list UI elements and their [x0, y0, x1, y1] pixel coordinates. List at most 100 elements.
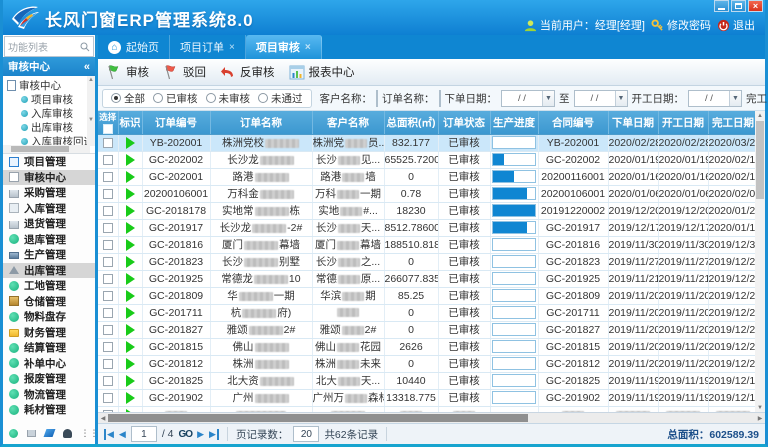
sidebar-item-入库管理[interactable]: 入库管理: [3, 201, 95, 217]
order-date-to-input[interactable]: / / ▼: [573, 89, 628, 107]
col-header[interactable]: 订单编号: [142, 111, 211, 135]
sidebar-item-审核中心[interactable]: 审核中心: [3, 169, 95, 185]
close-tab-icon[interactable]: ×: [229, 41, 235, 53]
table-row[interactable]: GC-201809 华一期 华滨期 85.25 已审核 GC-201809 20…: [98, 287, 765, 305]
col-header[interactable]: 完工日期: [708, 111, 759, 135]
row-checkbox[interactable]: [102, 239, 113, 250]
table-row[interactable]: GC-201827 雅颂 2# 雅颂 2# 0 已审核 GC-201827 2019…: [98, 321, 765, 339]
go-button[interactable]: GO: [178, 428, 194, 440]
tree-horizontal-scrollbar[interactable]: [3, 145, 90, 153]
row-checkbox[interactable]: [102, 410, 113, 412]
tab-起始页[interactable]: ⌂ 起始页: [98, 35, 170, 59]
row-checkbox[interactable]: [102, 375, 113, 386]
sidebar-item-工地管理[interactable]: 工地管理: [3, 278, 95, 294]
row-checkbox[interactable]: [102, 273, 113, 284]
sidebar-item-报废管理[interactable]: 报废管理: [3, 371, 95, 387]
row-checkbox[interactable]: [102, 392, 113, 403]
table-row[interactable]: GC-201825 北大资 北大 天... 10440 已审核 GC-201825…: [98, 372, 765, 390]
table-row[interactable]: GC-201812 株洲 株洲 未来 0 已审核 GC-201812 2019/1…: [98, 355, 765, 373]
table-row[interactable]: GC-201902 广州 广州万森林 13318.775 已审核 GC-2019…: [98, 389, 765, 407]
close-button[interactable]: ×: [748, 0, 763, 12]
tab-项目订单[interactable]: 项目订单 ×: [170, 35, 246, 59]
col-header[interactable]: 下单日期: [608, 111, 659, 135]
start-date-input[interactable]: / / ▼: [688, 89, 742, 107]
logout-button[interactable]: 退出: [717, 17, 755, 33]
row-checkbox[interactable]: [102, 324, 113, 335]
table-row[interactable]: GC-201711 杭府) 0 已审核 GC-201711 2019/11/20…: [98, 304, 765, 322]
row-checkbox[interactable]: [102, 188, 113, 199]
row-checkbox[interactable]: [102, 171, 113, 182]
sidebar-item-补单中心[interactable]: 补单中心: [3, 356, 95, 372]
sidebar-item-退货管理[interactable]: 退货管理: [3, 216, 95, 232]
col-header[interactable]: 总面积(㎡): [384, 111, 439, 135]
next-page-button[interactable]: ▶: [197, 428, 205, 439]
table-row[interactable]: GC-2018178 实地常栋 实地 #... 18230 已审核 2019122…: [98, 202, 765, 220]
row-checkbox[interactable]: [102, 358, 113, 369]
row-checkbox[interactable]: [102, 341, 113, 352]
maximize-button[interactable]: [731, 0, 746, 12]
tree-item-入库审核[interactable]: 入库审核: [7, 106, 95, 120]
sidebar-item-项目管理[interactable]: 项目管理: [3, 154, 95, 170]
sidebar-item-采购管理[interactable]: 采购管理: [3, 185, 95, 201]
customer-name-input[interactable]: [376, 89, 378, 107]
col-header[interactable]: 标识: [118, 111, 143, 135]
cart-icon[interactable]: [26, 429, 36, 437]
tree-vertical-scrollbar[interactable]: ▲ ▼: [87, 76, 95, 146]
collapse-sidebar-icon[interactable]: «: [83, 60, 90, 73]
col-header[interactable]: 订单状态: [438, 111, 491, 135]
function-search-input[interactable]: 功能列表: [4, 36, 94, 57]
order-date-from-input[interactable]: / / ▼: [501, 89, 555, 107]
horizontal-scrollbar[interactable]: ◀ ▶: [98, 413, 765, 423]
sidebar-item-物料盘存[interactable]: 物料盘存: [3, 309, 95, 325]
reject-button[interactable]: 驳回: [163, 64, 206, 80]
approve-button[interactable]: 审核: [106, 64, 149, 80]
minimize-button[interactable]: [714, 0, 729, 12]
col-header[interactable]: 开工日期: [658, 111, 709, 135]
sidebar-item-财务管理[interactable]: 财务管理: [3, 325, 95, 341]
dropdown-icon[interactable]: ▼: [542, 90, 554, 106]
row-checkbox[interactable]: [102, 154, 113, 165]
col-header[interactable]: 生产进度: [490, 111, 539, 135]
page-input[interactable]: 1: [130, 426, 157, 442]
radio-未审核[interactable]: 未审核: [205, 91, 250, 106]
table-row[interactable]: GC-201815 佛山 佛山 花园 2626 已审核 GC-201815 201…: [98, 338, 765, 356]
row-checkbox[interactable]: [102, 137, 113, 148]
vertical-scrollbar-thumb[interactable]: [756, 121, 764, 199]
dot-icon[interactable]: [8, 428, 18, 438]
col-header[interactable]: 客户名称: [312, 111, 385, 135]
tree-item-入库审核回退[interactable]: 入库审核回退: [7, 134, 95, 148]
swoosh-icon[interactable]: [43, 429, 55, 437]
row-checkbox[interactable]: [102, 290, 113, 301]
tree-root[interactable]: 审核中心: [7, 78, 95, 92]
row-checkbox[interactable]: [102, 205, 113, 216]
col-header[interactable]: 选择: [98, 111, 119, 135]
table-row[interactable]: GC-202002 长沙龙 长沙见... 65525.7200... 已审核 G…: [98, 151, 765, 169]
sidebar-item-退库管理[interactable]: 退库管理: [3, 232, 95, 248]
table-row[interactable]: [98, 406, 765, 412]
sidebar-item-结算管理[interactable]: 结算管理: [3, 340, 95, 356]
sidebar-item-耗材管理[interactable]: 耗材管理: [3, 402, 95, 418]
sidebar-item-物流管理[interactable]: 物流管理: [3, 387, 95, 403]
person-icon[interactable]: [62, 428, 72, 438]
horizontal-scrollbar-thumb[interactable]: [108, 414, 528, 422]
dots-icon[interactable]: ⋮⋮: [80, 427, 99, 438]
select-all-checkbox[interactable]: [102, 123, 113, 134]
dropdown-icon[interactable]: ▼: [729, 90, 741, 106]
order-name-input[interactable]: [438, 89, 441, 107]
table-row[interactable]: 20200106001 万科金 万科 一期 0.78 已审核 2020010600…: [98, 185, 765, 203]
vertical-scrollbar[interactable]: ▲ ▼: [755, 111, 765, 412]
radio-全部[interactable]: 全部: [111, 91, 145, 106]
sidebar-item-生产管理[interactable]: 生产管理: [3, 247, 95, 263]
table-row[interactable]: GC-201816 厦门 幕墙 厦门 幕墙 188510.818 已审核 GC-20…: [98, 236, 765, 254]
dropdown-icon[interactable]: ▼: [614, 90, 627, 106]
table-row[interactable]: GC-201823 长沙 别墅 长沙 之... 0 已审核 GC-201823 20…: [98, 253, 765, 271]
sidebar-item-出库管理[interactable]: 出库管理: [3, 262, 95, 278]
report-center-button[interactable]: 报表中心: [289, 64, 355, 80]
tree-item-项目审核[interactable]: 项目审核: [7, 92, 95, 106]
radio-未通过[interactable]: 未通过: [258, 91, 303, 106]
prev-page-button[interactable]: ◀: [118, 428, 126, 439]
close-tab-icon[interactable]: ×: [304, 41, 311, 53]
table-row[interactable]: GC-201917 长沙龙-2# 长沙天... 8512.78600... 已审…: [98, 219, 765, 237]
